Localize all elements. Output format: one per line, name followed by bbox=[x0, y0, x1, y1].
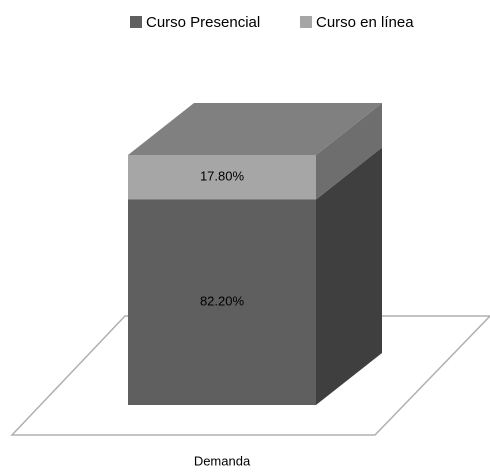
bar-top bbox=[128, 103, 382, 155]
value-label: 82.20% bbox=[200, 294, 245, 309]
legend-swatch bbox=[130, 16, 142, 28]
bar-side bbox=[316, 103, 382, 200]
legend-label: Curso en línea bbox=[316, 14, 414, 31]
x-tick-label: Demanda bbox=[194, 453, 251, 468]
bar-side bbox=[316, 147, 382, 405]
value-label: 17.80% bbox=[200, 169, 245, 184]
bar bbox=[128, 199, 316, 405]
legend-swatch bbox=[300, 16, 312, 28]
bar bbox=[128, 155, 316, 200]
legend-label: Curso Presencial bbox=[146, 14, 260, 31]
